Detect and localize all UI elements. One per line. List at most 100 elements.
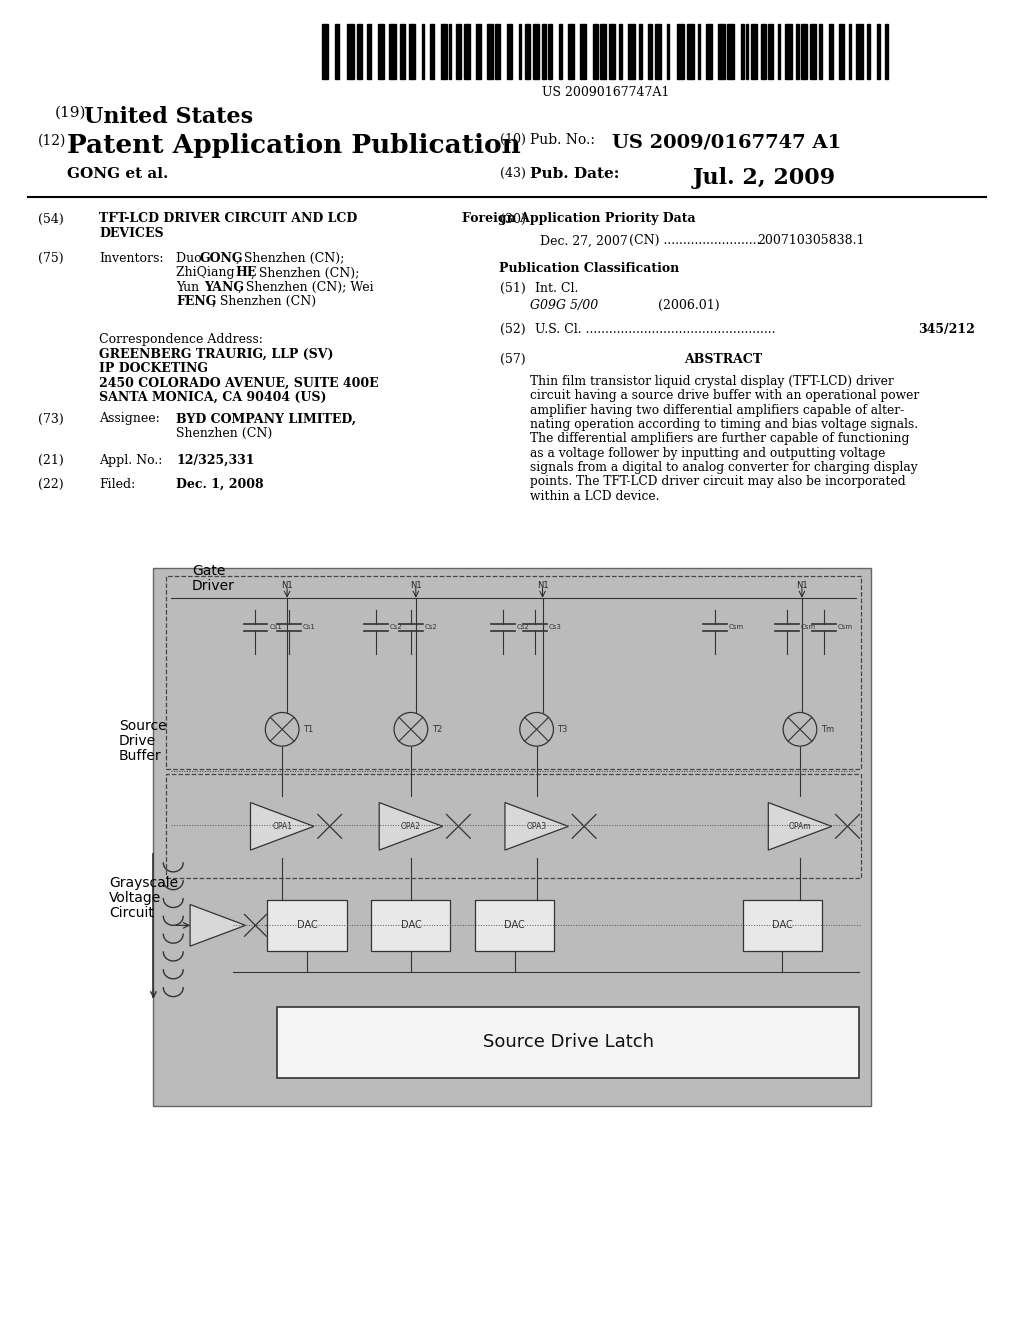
- Bar: [593, 24, 598, 79]
- Bar: [741, 24, 743, 79]
- Bar: [802, 24, 807, 79]
- Bar: [648, 24, 652, 79]
- Bar: [465, 24, 470, 79]
- Text: DAC: DAC: [400, 920, 421, 931]
- Bar: [278, 1007, 859, 1078]
- Bar: [639, 24, 642, 79]
- Text: 345/212: 345/212: [919, 323, 975, 337]
- Text: (19): (19): [54, 106, 86, 120]
- Text: Patent Application Publication: Patent Application Publication: [68, 133, 521, 158]
- Bar: [840, 24, 844, 79]
- Polygon shape: [251, 803, 313, 850]
- Bar: [867, 24, 869, 79]
- Text: Correspondence Address:: Correspondence Address:: [99, 333, 263, 346]
- Text: United States: United States: [84, 106, 253, 128]
- Bar: [495, 24, 500, 79]
- Bar: [629, 24, 635, 79]
- Text: , Shenzhen (CN): , Shenzhen (CN): [212, 296, 316, 308]
- Text: OPA2: OPA2: [400, 822, 421, 830]
- Text: Thin film transistor liquid crystal display (TFT-LCD) driver: Thin film transistor liquid crystal disp…: [529, 375, 894, 388]
- Text: Cs1: Cs1: [269, 624, 283, 630]
- Text: (30): (30): [500, 213, 526, 226]
- Text: OPA1: OPA1: [272, 822, 292, 830]
- Text: Grayscale: Grayscale: [109, 876, 178, 890]
- Bar: [785, 24, 792, 79]
- Bar: [568, 24, 574, 79]
- Text: N1: N1: [537, 581, 549, 590]
- Text: Buffer: Buffer: [119, 750, 162, 763]
- Text: as a voltage follower by inputting and outputting voltage: as a voltage follower by inputting and o…: [529, 446, 885, 459]
- Text: DEVICES: DEVICES: [99, 227, 164, 240]
- Bar: [409, 24, 415, 79]
- Bar: [367, 24, 372, 79]
- Bar: [580, 24, 586, 79]
- Text: DAC: DAC: [297, 920, 317, 931]
- Text: (54): (54): [38, 213, 63, 226]
- Text: (21): (21): [38, 454, 63, 467]
- Text: GREENBERG TRAURIG, LLP (SV): GREENBERG TRAURIG, LLP (SV): [99, 347, 334, 360]
- Text: (75): (75): [38, 252, 63, 265]
- Bar: [655, 24, 662, 79]
- Polygon shape: [379, 803, 442, 850]
- Text: Driver: Driver: [193, 578, 234, 593]
- Bar: [456, 24, 461, 79]
- Text: Drive: Drive: [119, 734, 156, 748]
- Bar: [828, 24, 834, 79]
- Text: Publication Classification: Publication Classification: [499, 261, 679, 275]
- Text: , Shenzhen (CN); Wei: , Shenzhen (CN); Wei: [238, 281, 373, 294]
- Bar: [849, 24, 851, 79]
- Bar: [430, 24, 434, 79]
- Bar: [357, 24, 361, 79]
- Bar: [440, 24, 446, 79]
- Text: points. The TFT-LCD driver circuit may also be incorporated: points. The TFT-LCD driver circuit may a…: [529, 475, 905, 488]
- Bar: [885, 24, 888, 79]
- Bar: [267, 900, 346, 952]
- Text: (10): (10): [500, 133, 526, 147]
- Text: N1: N1: [796, 581, 808, 590]
- Text: TFT-LCD DRIVER CIRCUIT AND LCD: TFT-LCD DRIVER CIRCUIT AND LCD: [99, 213, 357, 226]
- Text: Dec. 27, 2007: Dec. 27, 2007: [540, 234, 628, 247]
- Text: Source: Source: [119, 719, 167, 734]
- Bar: [746, 24, 749, 79]
- Bar: [389, 24, 396, 79]
- Text: Inventors:: Inventors:: [99, 252, 164, 265]
- Text: Source Drive Latch: Source Drive Latch: [482, 1034, 653, 1051]
- Bar: [877, 24, 881, 79]
- Bar: [346, 24, 353, 79]
- Text: (57): (57): [500, 352, 525, 366]
- Text: Yun: Yun: [176, 281, 204, 294]
- Bar: [422, 24, 424, 79]
- Text: (12): (12): [38, 133, 66, 148]
- Text: (51): (51): [500, 281, 525, 294]
- Text: IP DOCKETING: IP DOCKETING: [99, 362, 208, 375]
- Text: FENG: FENG: [176, 296, 217, 308]
- Text: GONG: GONG: [200, 252, 244, 265]
- Bar: [166, 774, 861, 878]
- Text: N1: N1: [282, 581, 293, 590]
- Bar: [548, 24, 552, 79]
- Bar: [166, 576, 861, 770]
- Text: Pub. Date:: Pub. Date:: [529, 166, 620, 181]
- Text: Cs2: Cs2: [425, 624, 437, 630]
- Text: Csm: Csm: [801, 624, 816, 630]
- Text: Duo: Duo: [176, 252, 206, 265]
- Bar: [768, 24, 773, 79]
- Text: Cs3: Cs3: [549, 624, 561, 630]
- Text: DAC: DAC: [772, 920, 793, 931]
- Bar: [322, 24, 328, 79]
- Text: OPA3: OPA3: [526, 822, 547, 830]
- Text: Appl. No.:: Appl. No.:: [99, 454, 163, 467]
- Text: Jul. 2, 2009: Jul. 2, 2009: [693, 166, 837, 189]
- Text: OPAm: OPAm: [788, 822, 811, 830]
- Text: US 20090167747A1: US 20090167747A1: [543, 86, 670, 99]
- Bar: [372, 900, 451, 952]
- Bar: [600, 24, 606, 79]
- Text: Gate: Gate: [193, 564, 225, 578]
- Bar: [378, 24, 384, 79]
- Text: Assignee:: Assignee:: [99, 412, 160, 425]
- Bar: [727, 24, 734, 79]
- Text: Int. Cl.: Int. Cl.: [535, 281, 578, 294]
- Text: 200710305838.1: 200710305838.1: [758, 234, 865, 247]
- Bar: [542, 24, 546, 79]
- Bar: [486, 24, 493, 79]
